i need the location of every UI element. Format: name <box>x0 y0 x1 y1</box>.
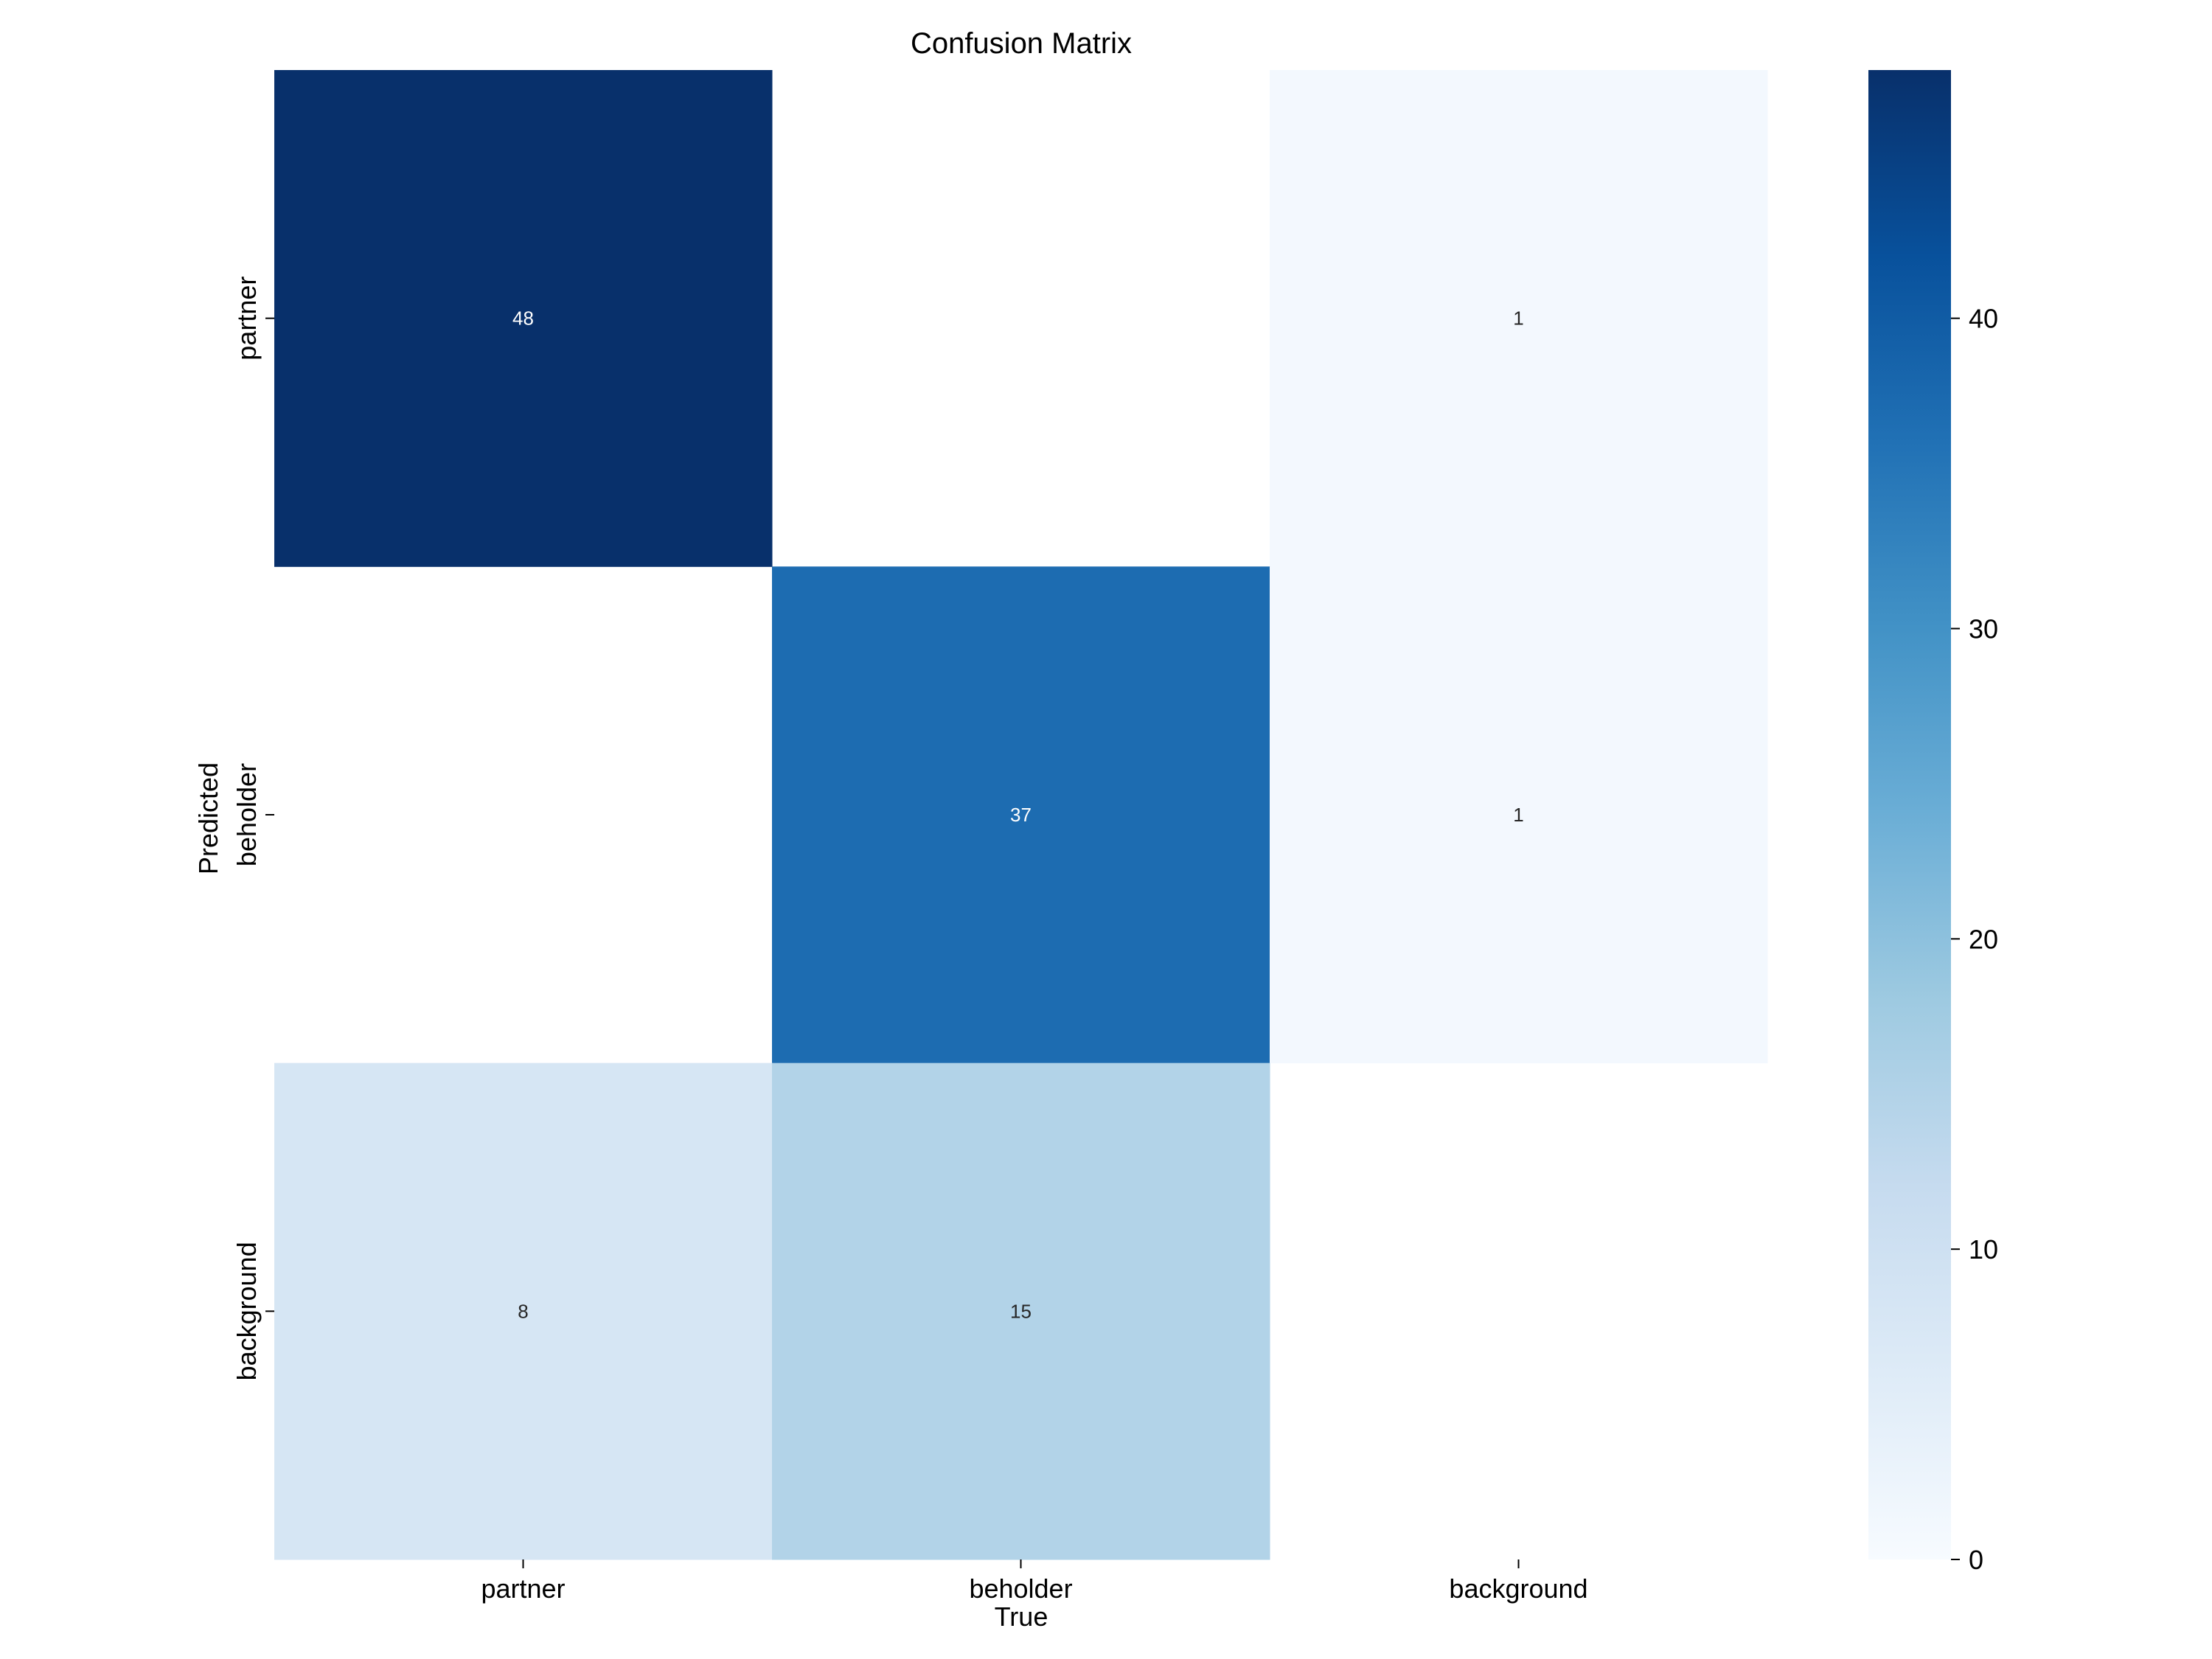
x-tick-label-beholder: beholder <box>969 1573 1072 1604</box>
cell-value-label: 8 <box>518 1300 528 1322</box>
heatmap-cell-partner-background <box>1270 70 1768 567</box>
cell-value-label: 1 <box>1513 804 1523 826</box>
colorbar-ticks: 0 10 20 30 40 <box>1951 304 1998 1575</box>
heatmap-cell-background-partner <box>274 1062 773 1560</box>
y-tick-label-background: background <box>232 1242 262 1380</box>
cell-value-label: 48 <box>512 307 534 330</box>
cell-value-label: 37 <box>1010 804 1032 826</box>
colorbar <box>1868 70 1951 1559</box>
chart-title: Confusion Matrix <box>911 27 1132 60</box>
heatmap-cell-beholder-beholder <box>772 566 1270 1064</box>
x-tick-label-partner: partner <box>481 1573 565 1604</box>
x-axis-label: True <box>995 1601 1048 1632</box>
heatmap-cell-partner-partner <box>274 70 773 567</box>
x-tick-label-background: background <box>1449 1573 1587 1604</box>
colorbar-tick-label: 30 <box>1969 614 1998 644</box>
colorbar-tick-label: 0 <box>1969 1545 1983 1575</box>
colorbar-tick-label: 40 <box>1969 304 1998 334</box>
y-axis-label: Predicted <box>193 762 223 874</box>
y-axis-ticks: partner beholder background <box>232 276 274 1380</box>
heatmap-cell-labels: 48 1 37 1 8 15 <box>512 307 1524 1323</box>
cell-value-label: 1 <box>1513 307 1523 330</box>
y-tick-label-beholder: beholder <box>232 763 262 866</box>
colorbar-tick-label: 20 <box>1969 924 1998 954</box>
x-axis-ticks: partner beholder background <box>481 1559 1588 1604</box>
colorbar-tick-label: 10 <box>1969 1234 1998 1265</box>
cell-value-label: 15 <box>1010 1300 1032 1322</box>
heatmap-cell-background-beholder <box>772 1062 1270 1560</box>
y-tick-label-partner: partner <box>232 276 262 361</box>
heatmap-cell-beholder-background <box>1270 566 1768 1064</box>
heatmap-cells <box>274 70 1768 1560</box>
